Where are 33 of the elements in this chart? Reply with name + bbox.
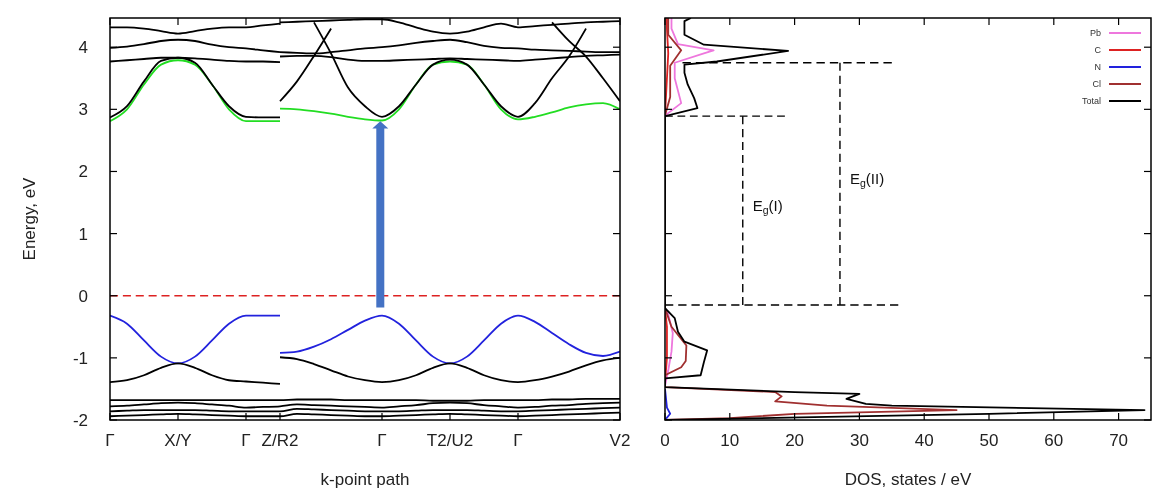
x-tick-label: Γ (513, 431, 523, 450)
y-tick-label: 1 (78, 224, 88, 244)
series-label: E$_{g}$(I) (752, 196, 783, 216)
x-tick-label: V2 (609, 431, 631, 450)
x-tick-label: 20 (785, 431, 805, 450)
y-tick-label: 4 (78, 38, 88, 58)
x-tick-label: 50 (979, 431, 999, 450)
legend-label: C (1094, 45, 1102, 55)
legend-label: Pb (1089, 28, 1101, 38)
x-tick-label: 70 (1109, 431, 1129, 450)
y-tick-label: 2 (78, 162, 88, 182)
y-tick-label: -2 (72, 411, 88, 430)
x-axis-title: k-point path (320, 470, 410, 489)
x-axis-title: DOS, states / eV (844, 470, 972, 489)
legend-label: Cl (1092, 79, 1101, 89)
x-tick-label: 40 (914, 431, 934, 450)
y-tick-label: 3 (78, 100, 88, 120)
x-tick-label: T2/U2 (426, 431, 474, 450)
legend-label: Total (1081, 96, 1101, 106)
y-axis-title: Energy, eV (20, 176, 39, 261)
x-tick-label: X/Y (164, 431, 192, 450)
x-tick-label: 30 (849, 431, 869, 450)
x-tick-label: Γ (241, 431, 251, 450)
x-tick-label: Z/R2 (261, 431, 299, 450)
x-tick-label: 10 (720, 431, 740, 450)
x-tick-label: 0 (660, 431, 670, 450)
legend-label: N (1094, 62, 1101, 72)
y-tick-label: -1 (72, 348, 88, 368)
series-label: E$_{g}$(II) (849, 169, 885, 190)
x-tick-label: 60 (1044, 431, 1064, 450)
x-tick-label: Γ (105, 431, 115, 450)
y-tick-label: 0 (78, 286, 88, 306)
x-tick-label: Γ (377, 431, 387, 450)
